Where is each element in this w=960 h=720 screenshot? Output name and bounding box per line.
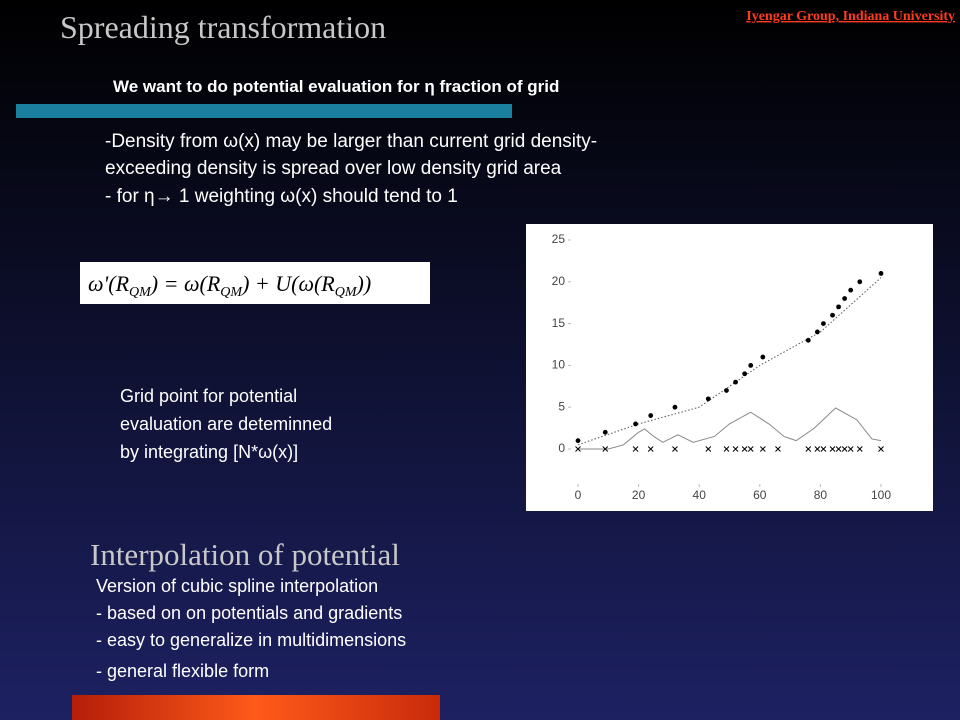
formula-sub: QM (129, 285, 152, 300)
dot (742, 371, 748, 377)
cross (741, 446, 748, 452)
dot (821, 321, 826, 326)
dot (748, 363, 754, 368)
cross (575, 446, 581, 452)
bullet: -Density from ω(x) may be larger than cu… (105, 131, 597, 152)
x-tick-label: 20 (632, 488, 646, 502)
y-tick-label: 15 (552, 316, 566, 330)
formula-sub: QM (335, 285, 358, 300)
cross (841, 446, 848, 452)
cross (835, 446, 842, 452)
x-tick-label: 60 (753, 488, 767, 502)
slide-title: Spreading transformation (60, 9, 386, 45)
note-line: evaluation are deteminned (120, 414, 332, 434)
y-tick-label: 10 (552, 358, 566, 372)
curve (578, 407, 882, 450)
y-tick-label: 0 (558, 441, 565, 455)
x-tick-label: 0 (575, 488, 582, 502)
formula-part: )) (355, 271, 372, 296)
x-tick-label: 40 (693, 488, 707, 502)
affiliation-link[interactable]: Iyengar Group, Indiana University (746, 9, 955, 24)
formula-part: ) + U(ω(R (240, 271, 335, 296)
chart-panel (526, 224, 933, 511)
dot (848, 287, 854, 293)
dot (878, 271, 884, 276)
section-line: - general flexible form (96, 661, 269, 681)
dot (672, 404, 678, 410)
cross (647, 446, 654, 452)
dot (705, 396, 711, 402)
cross (856, 446, 863, 452)
section-line: - easy to generalize in multidimensions (96, 630, 406, 650)
cross (878, 446, 884, 452)
chart: 0 5 10 15 20 25 0 20 40 60 80 100 (552, 232, 892, 502)
accent-bar (16, 104, 512, 118)
cross (805, 446, 812, 452)
x-tick-label: 80 (814, 488, 828, 502)
y-tick-label: 5 (558, 399, 565, 413)
dot (733, 379, 738, 385)
dot (602, 429, 608, 435)
dot (830, 312, 835, 318)
decor-bar (72, 695, 440, 720)
cross (847, 446, 854, 452)
dot (633, 421, 638, 427)
formula-box (80, 262, 430, 304)
cross (829, 446, 836, 452)
cross (672, 446, 678, 452)
cross (747, 446, 754, 452)
dot (836, 304, 841, 310)
curve (577, 277, 882, 446)
section-line: Version of cubic spline interpolation (96, 576, 378, 596)
cross (732, 446, 739, 452)
dot (724, 388, 729, 393)
bullet: exceeding density is spread over low den… (105, 158, 562, 179)
cross (759, 446, 766, 452)
y-tick-label: 20 (552, 274, 566, 288)
bullet: - for η→ 1 weighting ω(x) should tend to… (105, 186, 458, 207)
cross (723, 446, 730, 452)
section-line: - based on on potentials and gradients (96, 603, 402, 623)
cross (820, 446, 827, 452)
formula: ω'(RQM) = ω(RQM) + U(ω(RQM)) (88, 271, 371, 300)
note-line: by integrating [N*ω(x)] (120, 442, 298, 462)
dot (648, 413, 654, 418)
subtitle: We want to do potential evaluation for η… (113, 77, 559, 96)
dot (760, 354, 766, 360)
cross (814, 446, 821, 452)
x-tick-label: 100 (871, 488, 891, 502)
dot (842, 296, 848, 301)
note-line: Grid point for potential (120, 386, 297, 406)
section-title: Interpolation of potential (90, 537, 400, 572)
cross (775, 446, 781, 452)
dot (805, 337, 811, 343)
formula-part: ω'(R (88, 271, 130, 296)
formula-sub: QM (220, 285, 243, 300)
dot (575, 438, 581, 444)
dot (814, 329, 820, 335)
y-tick-label: 25 (552, 232, 566, 246)
cross (632, 446, 639, 452)
cross (602, 446, 609, 452)
dot (857, 279, 863, 285)
formula-part: ) = ω(R (149, 271, 221, 296)
cross (705, 446, 712, 452)
